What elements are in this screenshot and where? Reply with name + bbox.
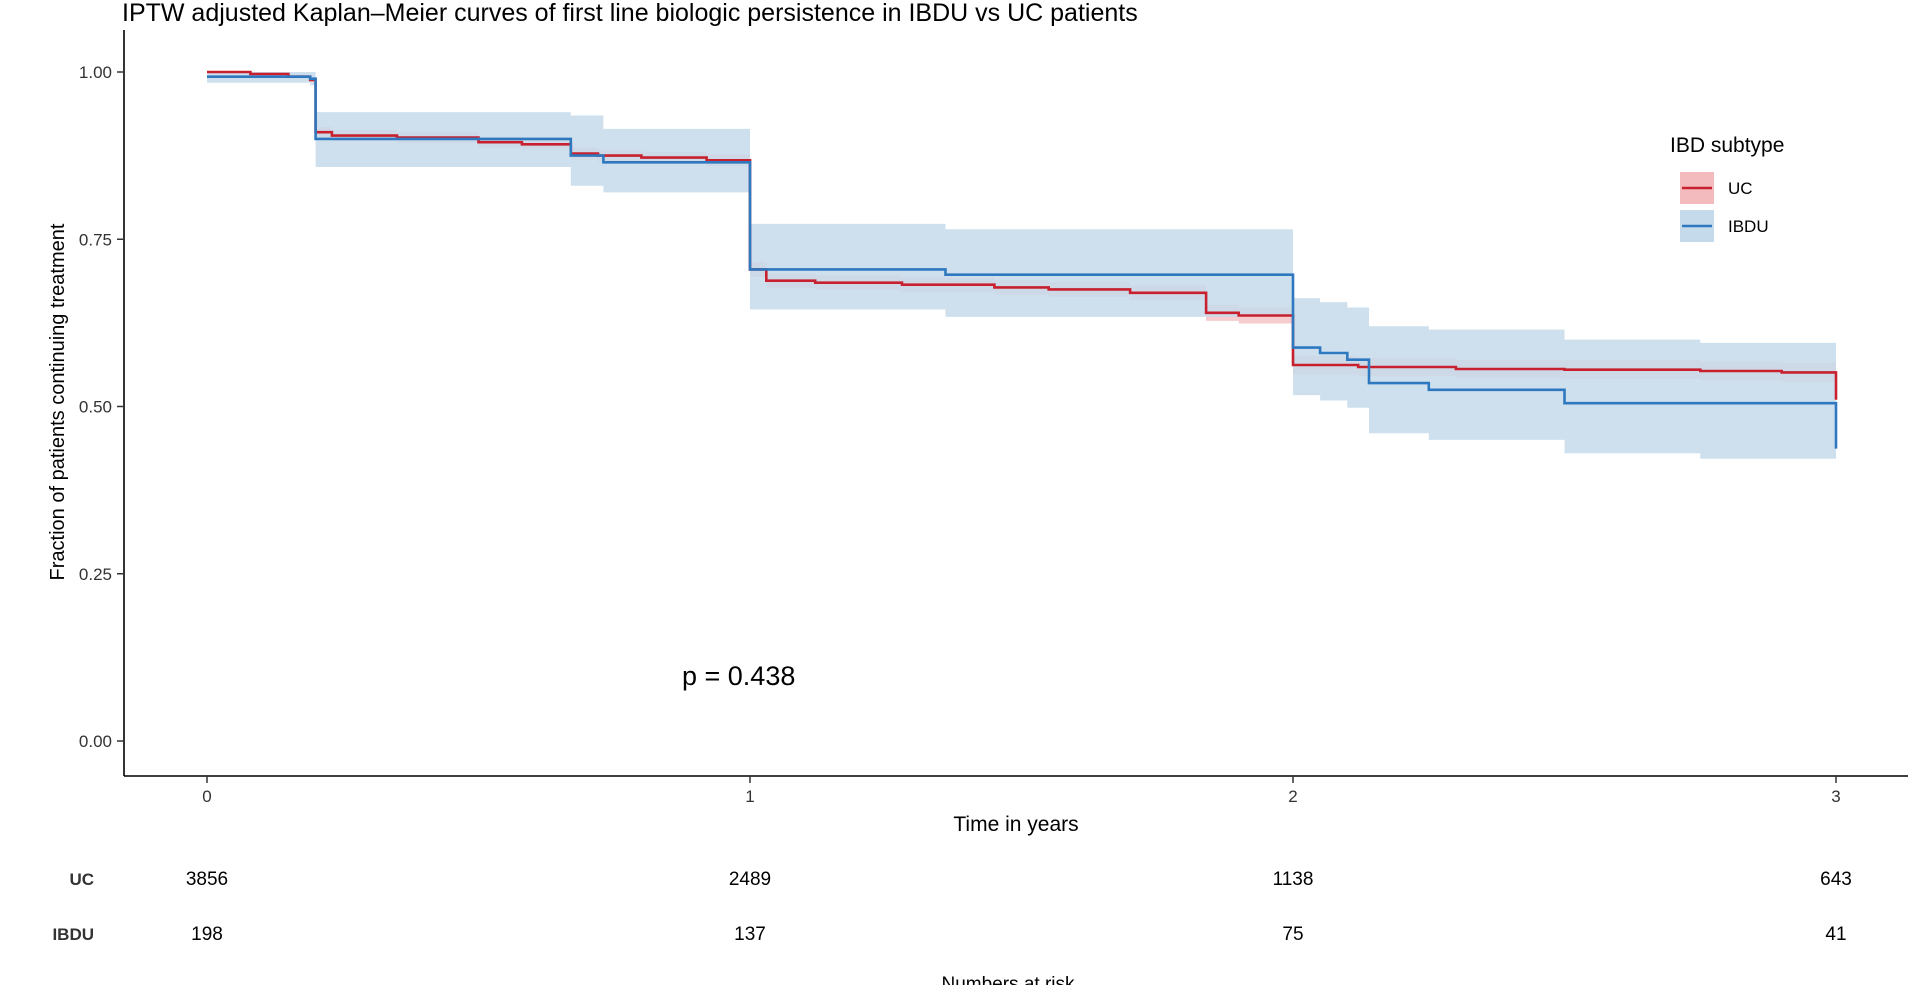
y-tick-label: 0.25 (79, 565, 112, 584)
risk-count-uc: 643 (1820, 869, 1852, 890)
y-tick-label: 1.00 (79, 63, 112, 82)
y-axis-label: Fraction of patients continuing treatmen… (47, 223, 69, 580)
x-tick-label: 2 (1288, 787, 1297, 806)
x-tick-label: 3 (1831, 787, 1840, 806)
risk-row-label-ibdu: IBDU (52, 925, 94, 944)
survival-curves (207, 70, 1838, 449)
risk-table-label: Numbers at risk (941, 974, 1075, 985)
risk-count-ibdu: 41 (1825, 924, 1846, 945)
risk-count-uc: 2489 (729, 869, 771, 890)
legend: IBD subtype UC IBDU (1670, 134, 1784, 242)
risk-count-ibdu: 137 (734, 924, 766, 945)
numbers-at-risk-table: UC 3856 2489 1138 643 IBDU 198 137 75 41 (52, 869, 1851, 945)
y-tick-label: 0.50 (79, 398, 112, 417)
confidence-band-ibdu (207, 72, 1836, 507)
risk-count-ibdu: 75 (1282, 924, 1303, 945)
x-axis-ticks: 0 1 2 3 (202, 776, 1841, 806)
risk-count-ibdu: 198 (191, 924, 223, 945)
p-value-annotation: p = 0.438 (682, 661, 795, 691)
legend-title: IBD subtype (1670, 134, 1784, 157)
x-tick-label: 1 (745, 787, 754, 806)
y-tick-label: 0.00 (79, 732, 112, 751)
y-tick-label: 0.75 (79, 230, 112, 249)
risk-count-uc: 1138 (1273, 869, 1314, 890)
y-axis-ticks: 0.00 0.25 0.50 0.75 1.00 (79, 63, 124, 751)
risk-row-label-uc: UC (69, 870, 94, 889)
legend-label-ibdu: IBDU (1728, 217, 1769, 236)
chart-title: IPTW adjusted Kaplan–Meier curves of fir… (122, 0, 1138, 27)
survival-curve-ibdu (207, 75, 1838, 449)
legend-label-uc: UC (1728, 179, 1753, 198)
survival-curve-uc (207, 70, 1838, 400)
x-axis-label: Time in years (953, 813, 1078, 836)
risk-count-uc: 3856 (186, 869, 228, 890)
x-tick-label: 0 (202, 787, 211, 806)
